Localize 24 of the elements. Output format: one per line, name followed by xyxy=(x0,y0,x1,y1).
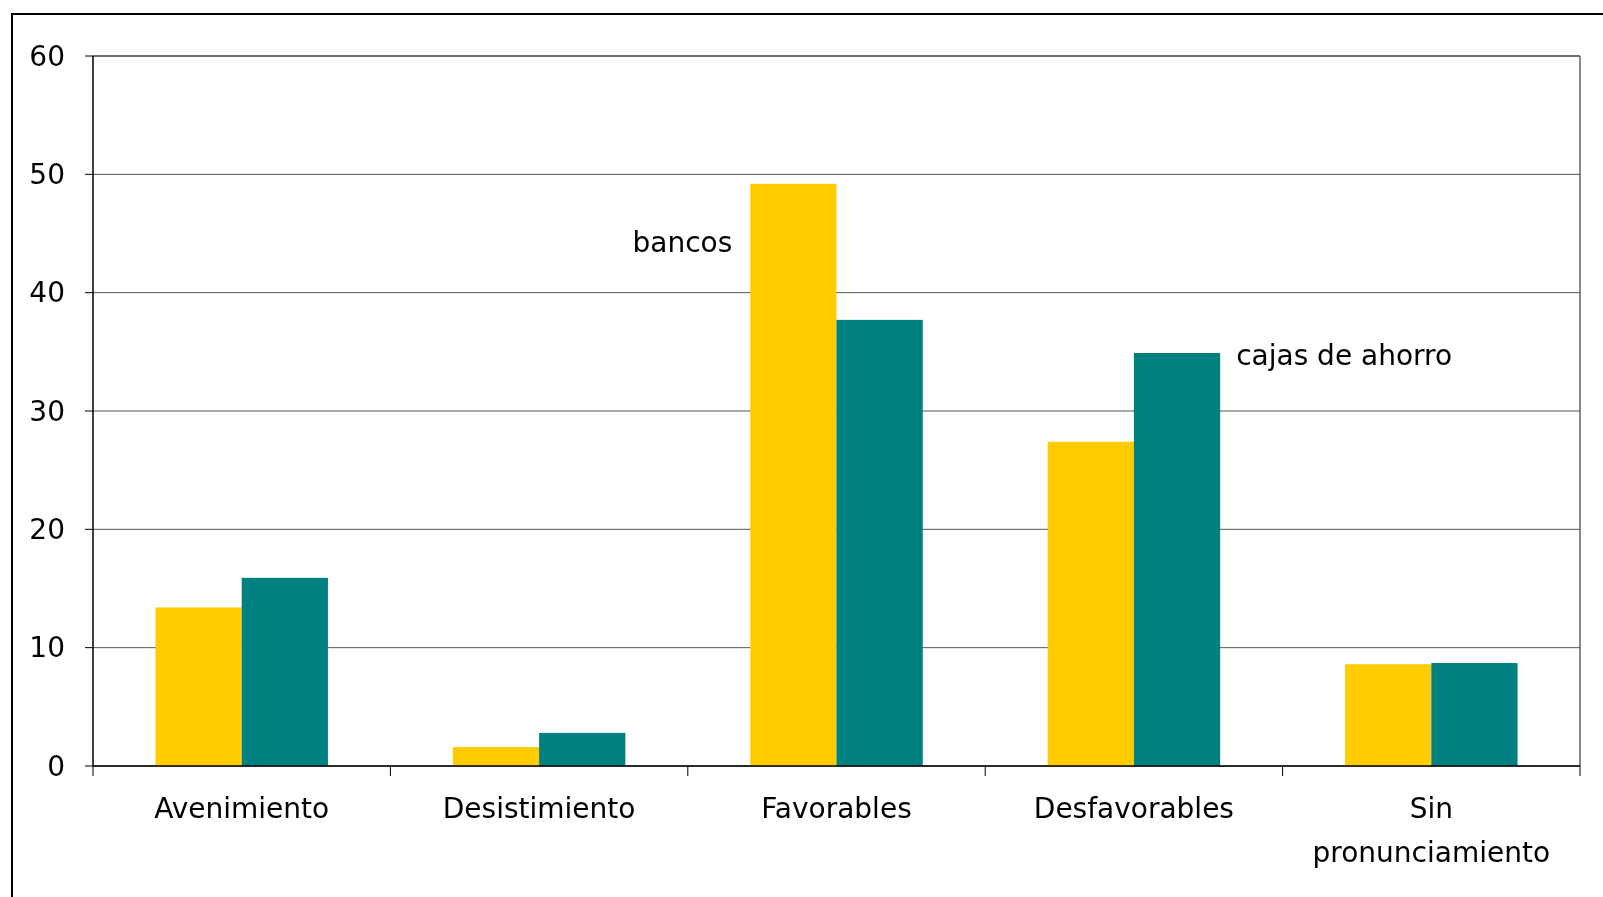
bar xyxy=(241,577,328,766)
bar xyxy=(155,607,242,766)
x-tick-label: Favorables xyxy=(761,792,912,825)
bar xyxy=(1345,664,1432,766)
bar xyxy=(836,319,923,766)
y-tick-label: 50 xyxy=(29,158,65,192)
x-tick-label: Desistimiento xyxy=(442,792,636,825)
y-tick-label: 30 xyxy=(29,394,65,428)
x-tick-label: Sin pronunciamiento xyxy=(1312,792,1551,869)
bar xyxy=(750,183,837,766)
bar xyxy=(1133,353,1221,766)
x-tick-label: Desfavorables xyxy=(1033,792,1234,825)
y-tick-label: 60 xyxy=(29,39,65,73)
y-tick-label: 0 xyxy=(47,749,65,783)
x-tick-label: Avenimiento xyxy=(154,792,330,825)
series-label: cajas de ahorro xyxy=(1236,339,1453,373)
y-tick-label: 10 xyxy=(29,631,65,665)
bar xyxy=(539,732,626,766)
bar xyxy=(1431,663,1518,766)
y-tick-label: 20 xyxy=(29,513,65,547)
bar xyxy=(452,747,540,766)
series-label: bancos xyxy=(632,225,733,259)
y-tick-label: 40 xyxy=(29,276,65,310)
bar xyxy=(1047,441,1134,766)
